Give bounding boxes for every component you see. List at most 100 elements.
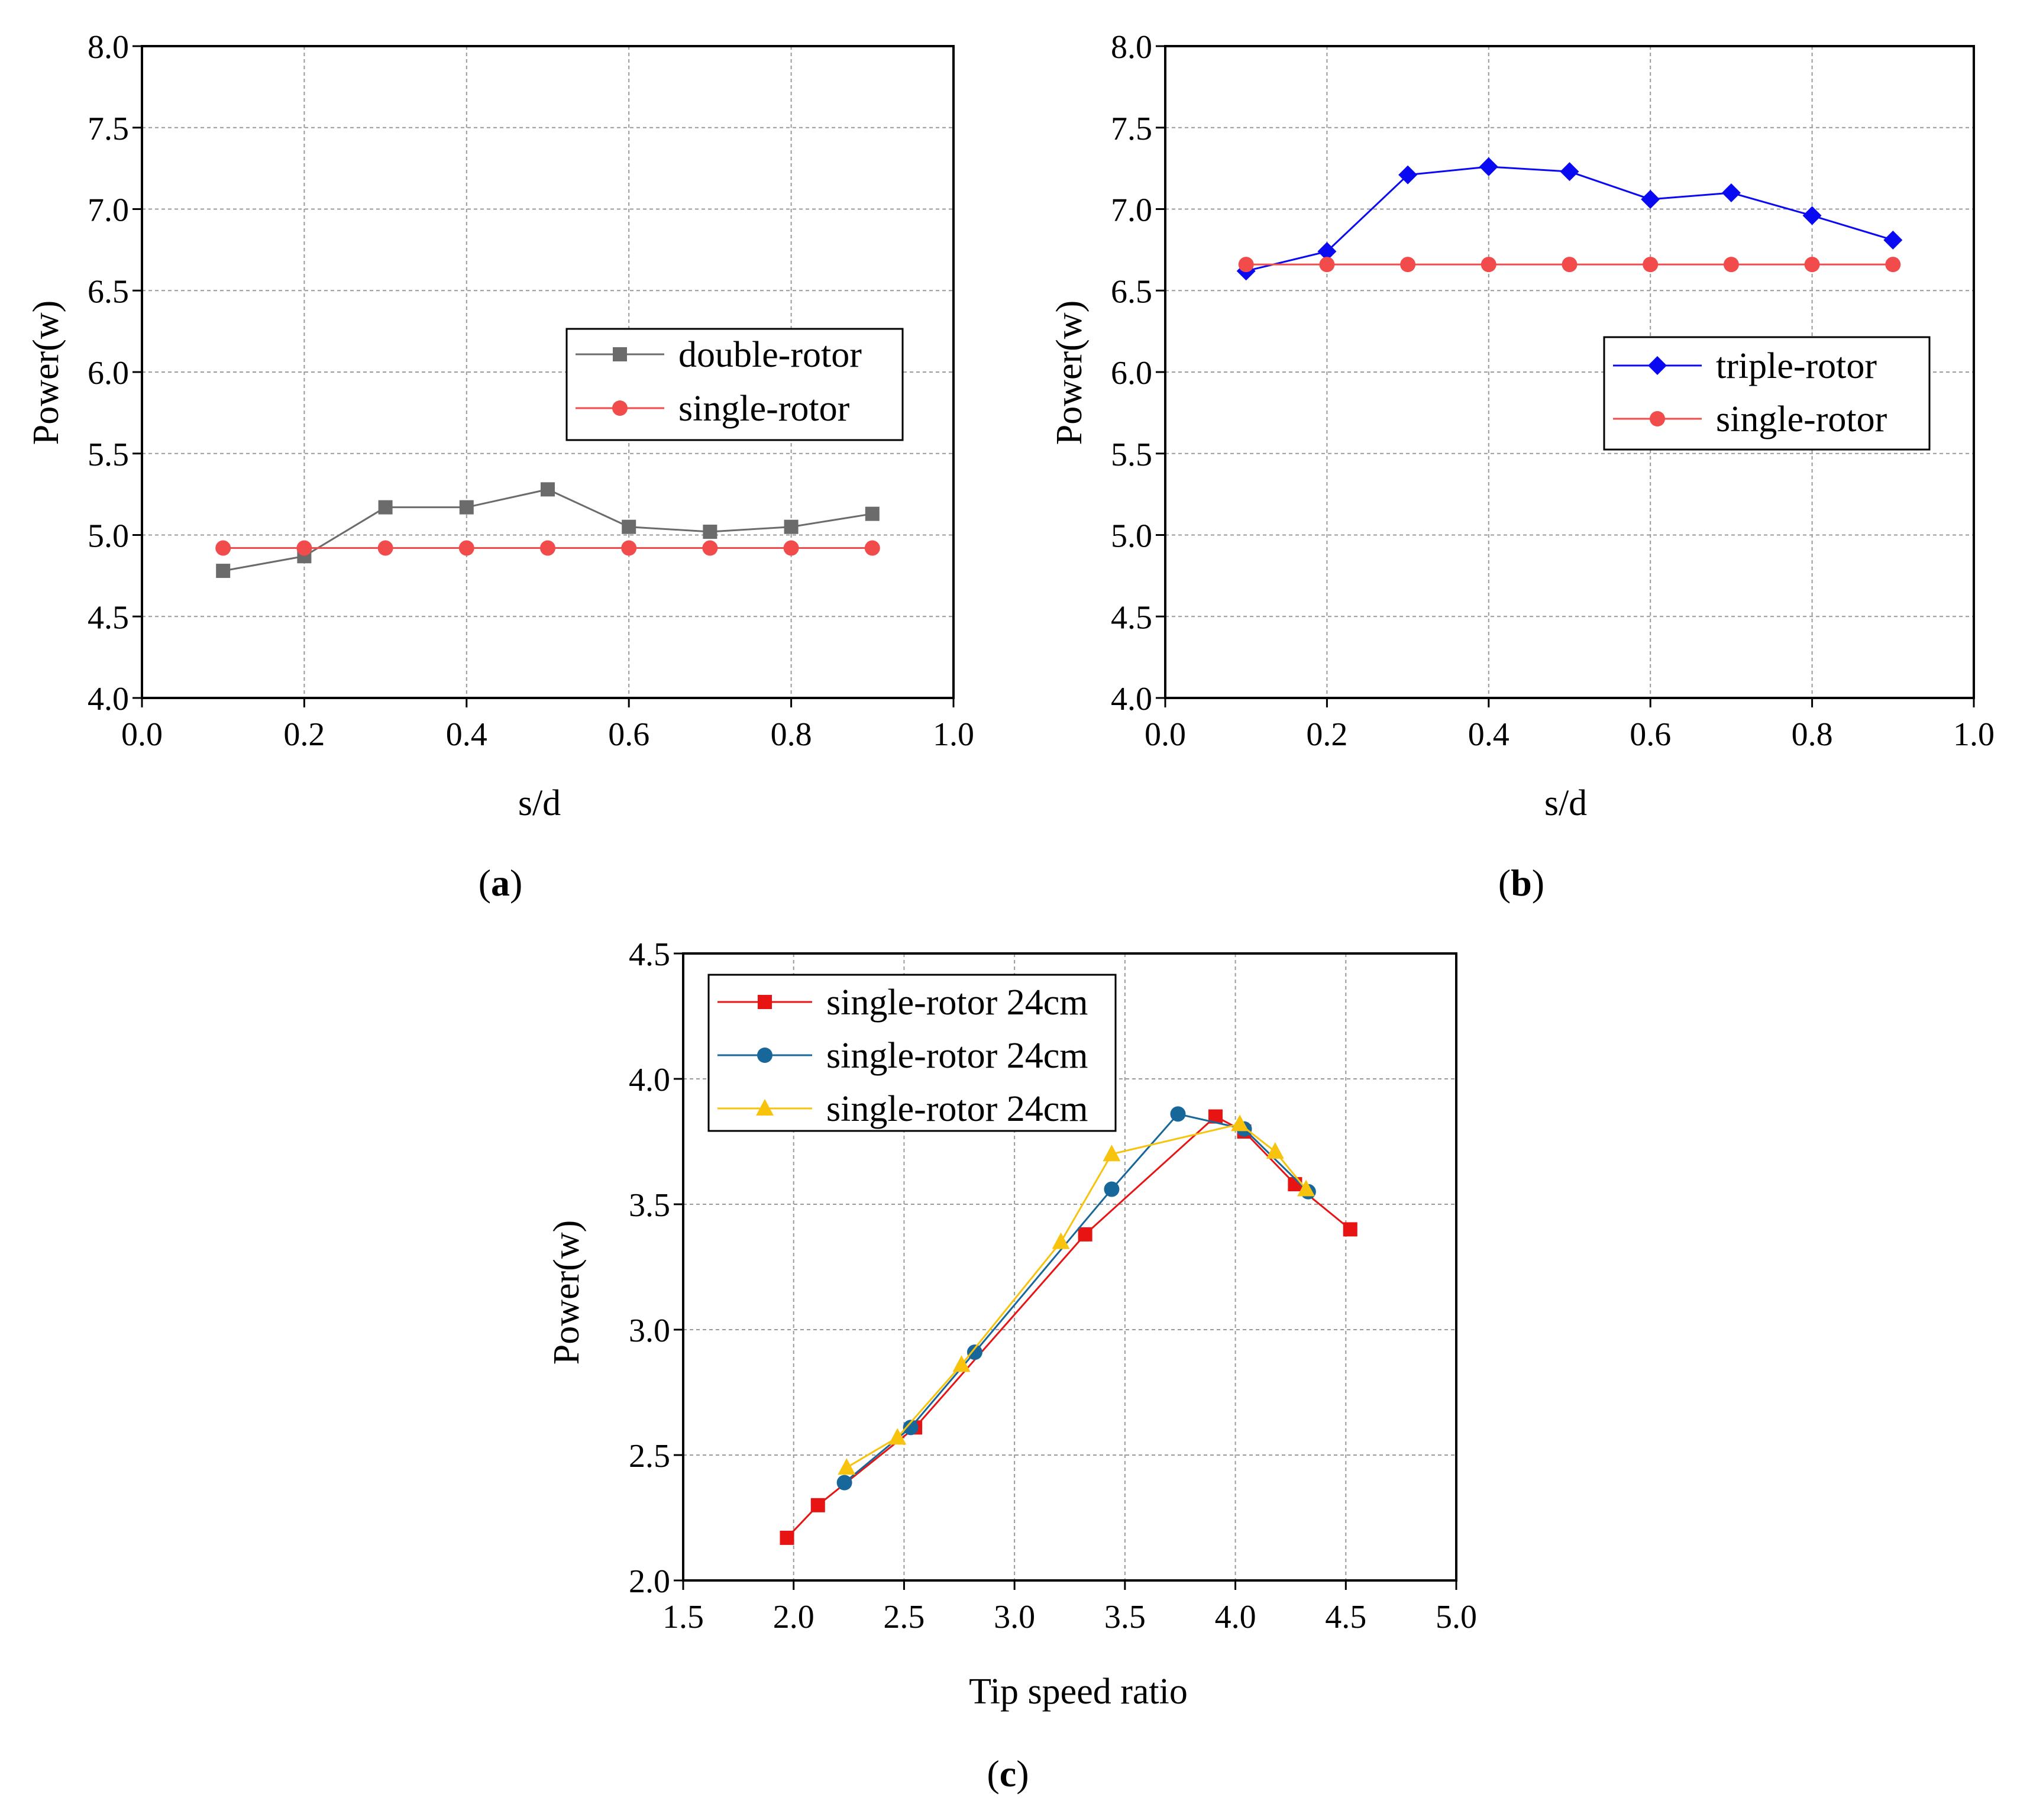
data-point: [1885, 257, 1901, 273]
data-point: [967, 1344, 982, 1360]
x-tick-label: 0.2: [1306, 716, 1347, 753]
data-point: [1170, 1106, 1186, 1122]
panel-b-legend: triple-rotor single-rotor: [1603, 336, 1931, 451]
x-tick-label: 4.0: [1215, 1599, 1256, 1635]
series-2: [1238, 257, 1901, 273]
legend-label: single-rotor 24cm: [826, 1089, 1088, 1129]
panel-a-series: [215, 482, 880, 578]
data-point: [810, 1498, 825, 1512]
y-tick-label: 5.5: [1111, 437, 1152, 473]
data-point: [1562, 257, 1578, 273]
x-tick-label: 1.0: [1953, 716, 1995, 753]
data-point: [459, 500, 474, 515]
panel-a: 0.0 0.2 0.4 0.6 0.8 1.0 4.0 4.5 5.0 5.5 6.0 6.5 7.0 7…: [26, 29, 974, 904]
legend-marker: [756, 1099, 774, 1116]
panel-a-label-letter: a: [491, 862, 510, 904]
panel-c-series: [780, 1106, 1357, 1545]
data-point: [1343, 1222, 1357, 1237]
data-point: [1400, 257, 1416, 273]
legend-box: [1603, 336, 1931, 451]
data-point: [864, 540, 880, 556]
legend-label: double-rotor: [678, 335, 862, 375]
x-tick-label: 1.0: [933, 716, 974, 753]
y-tick-label: 7.5: [1111, 111, 1152, 147]
data-point: [1643, 257, 1659, 273]
series-line: [846, 1123, 1307, 1469]
legend-item: single-rotor 24cm: [717, 1036, 1088, 1076]
panel-c-label: (c): [987, 1753, 1029, 1795]
data-point: [1481, 257, 1496, 273]
panel-c-legend: single-rotor 24cm single-rotor 24cm single…: [707, 974, 1117, 1132]
data-point: [1641, 189, 1660, 209]
legend-marker: [612, 400, 628, 416]
data-point: [865, 506, 880, 521]
y-tick-label: 4.0: [1111, 681, 1152, 717]
data-point: [377, 540, 393, 556]
data-point: [458, 540, 474, 556]
data-point: [215, 540, 231, 556]
panel-a-ticks: 0.0 0.2 0.4 0.6 0.8 1.0 4.0 4.5 5.0 5.5 6.0 6.5 7.0 7…: [88, 29, 974, 753]
panel-a-legend: double-rotor single-rotor: [565, 328, 904, 441]
data-point: [541, 482, 555, 497]
data-point: [1721, 183, 1741, 202]
data-point: [216, 564, 231, 578]
legend-item: single-rotor 24cm: [717, 982, 1088, 1023]
x-tick-label: 3.5: [1104, 1599, 1146, 1635]
panel-b-label-letter: b: [1511, 862, 1532, 904]
data-point: [540, 540, 555, 556]
panel-b-ticks: 0.0 0.2 0.4 0.6 0.8 1.0 4.0 4.5 5.0 5.5 6.0 6.5 7.0 7…: [1111, 29, 1995, 753]
x-tick-label: 0.8: [771, 716, 812, 753]
panel-b-label: (b): [1498, 862, 1544, 904]
y-tick-label: 7.0: [88, 192, 129, 229]
panel-b: 0.0 0.2 0.4 0.6 0.8 1.0 4.0 4.5 5.0 5.5 6.0 6.5 7.0 7…: [1049, 29, 1995, 904]
y-tick-label: 6.5: [1111, 273, 1152, 310]
y-tick-label: 7.0: [1111, 192, 1152, 229]
legend-item: single-rotor: [1613, 399, 1887, 439]
data-point: [1723, 257, 1739, 273]
panel-b-x-axis-title: s/d: [1544, 783, 1587, 823]
y-tick-label: 2.5: [629, 1438, 670, 1475]
y-tick-label: 2.0: [629, 1563, 670, 1600]
data-point: [838, 1458, 856, 1475]
series-3: [838, 1114, 1315, 1475]
legend-item: single-rotor 24cm: [717, 1089, 1088, 1129]
data-point: [703, 524, 717, 539]
data-point: [1231, 1114, 1249, 1132]
legend-marker: [757, 1048, 772, 1063]
x-tick-label: 0.8: [1792, 716, 1833, 753]
x-tick-label: 0.2: [283, 716, 325, 753]
series-1: [780, 1109, 1357, 1545]
legend-item: triple-rotor: [1613, 346, 1877, 386]
x-tick-label: 0.0: [121, 716, 163, 753]
legend-marker: [613, 347, 627, 361]
y-tick-label: 4.0: [629, 1062, 670, 1098]
data-point: [1266, 1142, 1284, 1159]
x-tick-label: 4.5: [1325, 1599, 1366, 1635]
data-point: [952, 1355, 971, 1372]
data-point: [903, 1420, 919, 1436]
data-point: [1319, 257, 1335, 273]
x-tick-label: 2.5: [883, 1599, 925, 1635]
legend-item: single-rotor: [576, 389, 850, 429]
x-tick-label: 0.6: [1630, 716, 1671, 753]
y-tick-label: 8.0: [1111, 29, 1152, 66]
panel-c-ticks: 1.5 2.0 2.5 3.0 3.5 4.0 4.5 5.02.02.53.03.54.04…: [629, 936, 1477, 1635]
data-point: [622, 519, 636, 534]
legend-box: [707, 974, 1117, 1132]
data-point: [1560, 162, 1579, 182]
x-tick-label: 0.4: [1468, 716, 1509, 753]
x-tick-label: 2.0: [773, 1599, 814, 1635]
legend-label: single-rotor: [1716, 399, 1887, 439]
data-point: [296, 540, 312, 556]
series-line: [786, 1115, 1351, 1538]
x-tick-label: 0.4: [446, 716, 487, 753]
series-2: [215, 540, 880, 556]
legend-marker: [1648, 356, 1667, 375]
legend-marker: [758, 995, 772, 1009]
x-tick-label: 0.6: [608, 716, 649, 753]
data-point: [1479, 157, 1498, 176]
data-point: [621, 540, 637, 556]
y-tick-label: 6.0: [88, 355, 129, 392]
x-tick-label: 0.0: [1145, 716, 1186, 753]
data-point: [1297, 1179, 1315, 1197]
